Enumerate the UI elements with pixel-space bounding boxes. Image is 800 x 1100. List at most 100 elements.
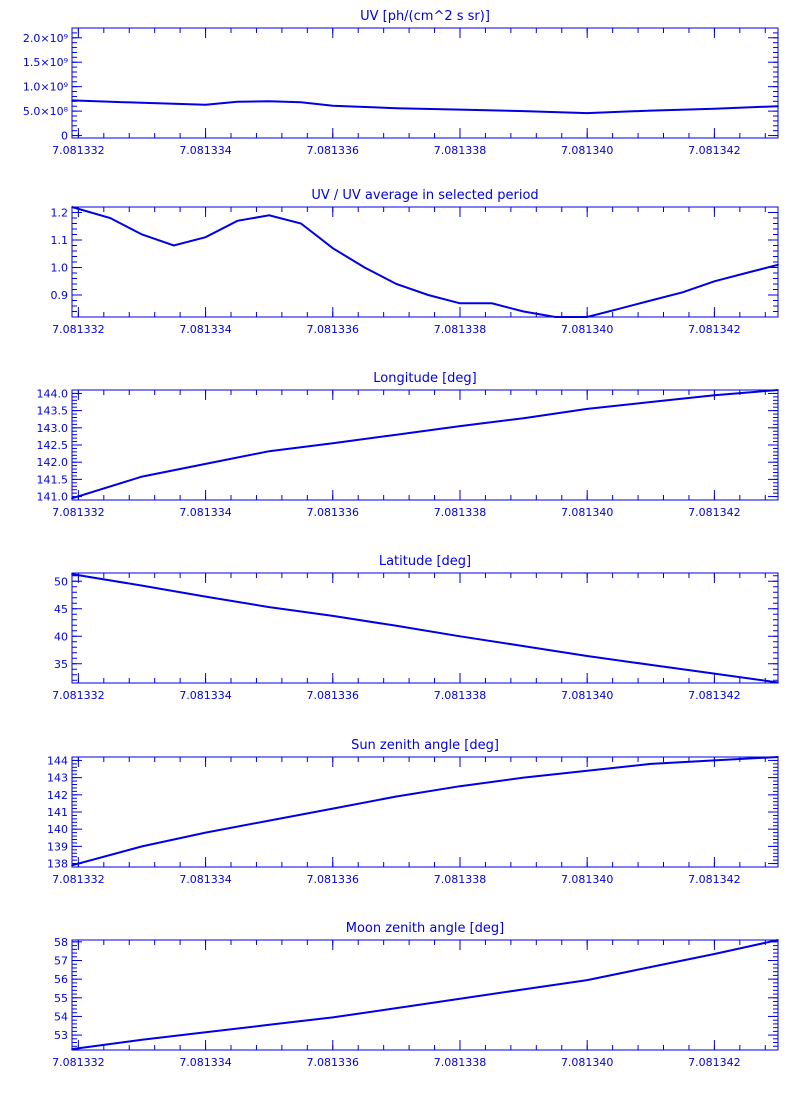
x-tick-label: 7.081340 <box>561 689 614 702</box>
data-point <box>586 769 588 772</box>
data-point <box>395 625 398 627</box>
y-tick-label: 35 <box>54 658 68 671</box>
data-point <box>586 408 588 410</box>
data-point <box>332 442 334 445</box>
data-point <box>650 401 652 403</box>
data-point <box>522 776 525 779</box>
panel-6: Moon zenith angle [deg] 7.081332 7.081334 7… <box>52 921 779 1069</box>
x-tick-label: 7.081336 <box>307 323 360 336</box>
data-point <box>395 283 398 285</box>
x-tick-label: 7.081334 <box>179 873 232 886</box>
x-tick-label: 7.081332 <box>52 506 105 519</box>
data-point <box>777 681 779 684</box>
data-point <box>332 247 334 249</box>
x-tick-label: 7.081338 <box>434 873 487 886</box>
data-point <box>459 108 461 111</box>
series-line <box>71 206 779 318</box>
data-point <box>554 316 557 318</box>
data-point <box>141 475 143 478</box>
y-tick-label: 1.0 <box>51 262 69 275</box>
data-point <box>395 107 398 109</box>
data-point <box>777 389 779 391</box>
plot-frame <box>71 939 779 1051</box>
y-tick-label: 141.0 <box>37 491 69 504</box>
data-point <box>268 214 271 217</box>
x-tick-label: 7.081338 <box>434 323 487 336</box>
panel-title: Longitude [deg] <box>373 371 476 386</box>
data-point <box>777 105 779 107</box>
data-point <box>300 101 302 104</box>
data-point <box>395 433 398 436</box>
y-tick-label: 45 <box>54 603 68 616</box>
data-point <box>522 110 525 112</box>
x-tick-label: 7.081336 <box>307 506 360 519</box>
data-point <box>713 953 716 955</box>
y-tick-label: 142.0 <box>37 456 69 469</box>
y-tick-label: 54 <box>54 1010 68 1023</box>
data-point <box>71 1048 73 1050</box>
x-tick-label: 7.081342 <box>688 1056 741 1069</box>
data-point <box>332 1016 334 1019</box>
data-point <box>586 112 588 114</box>
data-point <box>586 655 588 657</box>
data-point <box>586 316 588 318</box>
data-point <box>777 939 779 941</box>
data-point <box>236 101 239 103</box>
data-point <box>173 244 175 247</box>
panel-title: Sun zenith angle [deg] <box>351 738 499 753</box>
data-point <box>71 864 73 867</box>
y-tick-label: 142 <box>47 789 68 802</box>
x-tick-label: 7.081332 <box>52 873 105 886</box>
y-tick-label: 57 <box>54 955 68 968</box>
x-tick-label: 7.081342 <box>688 506 741 519</box>
data-point <box>650 299 652 302</box>
y-tick-label: 140 <box>47 823 68 836</box>
plot-frame <box>71 206 779 318</box>
y-tick-label: 144 <box>47 754 68 767</box>
series-line <box>71 99 779 115</box>
y-tick-label: 2.0×10⁹ <box>23 32 68 45</box>
x-tick-label: 7.081338 <box>434 506 487 519</box>
y-tick-label: 0 <box>61 130 68 143</box>
x-tick-label: 7.081338 <box>434 1056 487 1069</box>
panel-title: Latitude [deg] <box>379 554 471 569</box>
data-point <box>459 785 461 787</box>
x-tick-label: 7.081332 <box>52 689 105 702</box>
data-point <box>777 264 779 266</box>
data-point <box>777 756 779 758</box>
data-point <box>71 206 73 208</box>
y-tick-label: 144.0 <box>37 387 69 400</box>
data-point <box>332 615 334 617</box>
series-line <box>71 573 779 684</box>
x-tick-label: 7.081334 <box>179 689 232 702</box>
x-tick-label: 7.081336 <box>307 689 360 702</box>
y-tick-label: 55 <box>54 992 68 1005</box>
data-point <box>204 831 207 834</box>
data-point <box>522 645 525 647</box>
data-point <box>268 606 271 608</box>
data-point <box>395 1007 398 1009</box>
y-tick-label: 53 <box>54 1029 68 1042</box>
panel-title: UV / UV average in selected period <box>311 188 538 203</box>
x-tick-label: 7.081334 <box>179 1056 232 1069</box>
data-point <box>71 573 73 575</box>
x-tick-label: 7.081334 <box>179 506 232 519</box>
y-tick-label: 143 <box>47 772 68 785</box>
y-tick-label: 0.9 <box>51 289 69 302</box>
y-tick-label: 50 <box>54 575 68 588</box>
x-tick-label: 7.081336 <box>307 873 360 886</box>
data-point <box>459 302 461 305</box>
data-point <box>650 109 652 112</box>
data-point <box>141 584 143 587</box>
data-point <box>522 417 525 420</box>
x-tick-label: 7.081342 <box>688 873 741 886</box>
x-tick-label: 7.081334 <box>179 144 232 157</box>
x-tick-label: 7.081340 <box>561 873 614 886</box>
data-point <box>268 819 271 822</box>
data-point <box>141 1038 143 1041</box>
data-point <box>363 266 366 269</box>
data-point <box>522 310 525 313</box>
data-point <box>204 463 207 465</box>
panel-1: UV [ph/(cm^2 s sr)] 7.081332 7.081334 7.081… <box>23 9 779 157</box>
x-tick-label: 7.081342 <box>688 323 741 336</box>
